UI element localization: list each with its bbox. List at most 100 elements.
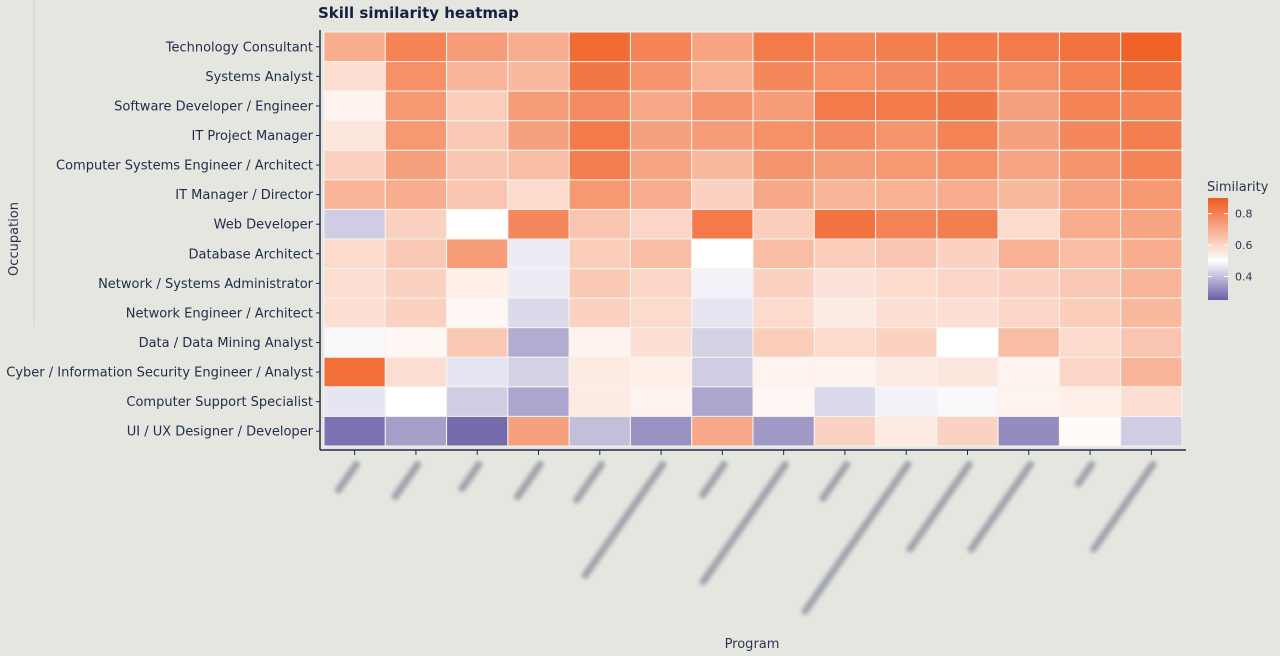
- heatmap-cell: [691, 90, 754, 122]
- heatmap-cell: [446, 415, 509, 447]
- heatmap-cell: [813, 31, 877, 63]
- heatmap-cell: [691, 120, 754, 151]
- heatmap-cell: [629, 31, 693, 63]
- heatmap-cell: [507, 268, 570, 299]
- y-tick-label: Web Developer: [214, 218, 314, 233]
- heatmap-cell: [323, 90, 386, 122]
- x-tick-label-blurred: [699, 460, 728, 499]
- heatmap-cell: [384, 238, 448, 270]
- legend-tick-label: 0.8: [1235, 208, 1253, 221]
- heatmap-cell: [875, 386, 938, 417]
- heatmap-cell: [875, 297, 938, 329]
- heatmap-cell: [691, 356, 754, 388]
- heatmap-cell: [568, 415, 631, 447]
- heatmap-cell: [691, 327, 754, 358]
- heatmap-cell: [936, 90, 999, 122]
- heatmap-cell: [936, 386, 999, 417]
- heatmap-cell: [813, 268, 877, 299]
- heatmap-cell: [629, 90, 693, 122]
- heatmap-cell: [568, 179, 631, 210]
- heatmap-cell: [997, 415, 1060, 447]
- heatmap-cell: [691, 61, 754, 92]
- heatmap-cell: [384, 208, 448, 240]
- heatmap-cell: [323, 208, 386, 240]
- heatmap-cell: [691, 268, 754, 299]
- heatmap-cell: [507, 238, 570, 270]
- heatmap-cell: [691, 208, 754, 240]
- y-tick-label: Database Architect: [189, 247, 313, 262]
- heatmap-cell: [691, 386, 754, 417]
- heatmap-cell: [384, 31, 448, 63]
- y-tick-label: Computer Support Specialist: [126, 395, 313, 410]
- heatmap-cell: [507, 208, 570, 240]
- heatmap-cell: [323, 415, 386, 447]
- heatmap-cell: [446, 327, 509, 358]
- heatmap-cell: [507, 61, 570, 92]
- y-tick-label: UI / UX Designer / Developer: [127, 425, 314, 440]
- heatmap-cell: [936, 356, 999, 388]
- heatmap-cell: [323, 149, 386, 181]
- heatmap-cell: [813, 149, 877, 181]
- heatmap-cell: [1120, 297, 1183, 329]
- heatmap-cell: [813, 90, 877, 122]
- heatmap-cell: [323, 61, 386, 92]
- legend-ticks: 0.4 0.6 0.8: [1208, 208, 1253, 283]
- y-tick-label: IT Manager / Director: [175, 188, 313, 203]
- heatmap-cell: [875, 90, 938, 122]
- heatmap-cell: [507, 149, 570, 181]
- heatmap-cell: [507, 297, 570, 329]
- heatmap-cell: [997, 149, 1060, 181]
- heatmap-cell: [936, 120, 999, 151]
- heatmap-cell: [1120, 61, 1183, 92]
- x-tick-label-blurred: [334, 460, 360, 494]
- heatmap-cell: [507, 386, 570, 417]
- heatmap-cell: [384, 415, 448, 447]
- heatmap-cell: [629, 238, 693, 270]
- x-tick-label-blurred: [458, 460, 483, 493]
- heatmap-cell: [384, 179, 448, 210]
- heatmap-cell: [691, 179, 754, 210]
- heatmap-cell: [691, 31, 754, 63]
- heatmap-cell: [752, 61, 815, 92]
- heatmap-cell: [997, 386, 1060, 417]
- y-tick-label: Systems Analyst: [205, 70, 313, 85]
- heatmap-cell: [384, 149, 448, 181]
- heatmap-cell: [813, 297, 877, 329]
- heatmap-cell: [997, 356, 1060, 388]
- y-tick-labels: Technology Consultant Systems Analyst Soft…: [6, 40, 320, 440]
- x-tick-label-blurred: [1074, 460, 1096, 488]
- heatmap-cell: [752, 415, 815, 447]
- heatmap-cell: [936, 238, 999, 270]
- heatmap-cell: [691, 149, 754, 181]
- heatmap-cell: [875, 149, 938, 181]
- heatmap-cell: [384, 90, 448, 122]
- heatmap-cell: [936, 415, 999, 447]
- x-tick-label-blurred: [967, 460, 1035, 553]
- heatmap-cell: [997, 90, 1060, 122]
- heatmap-cell: [384, 356, 448, 388]
- heatmap-cell: [446, 179, 509, 210]
- heatmap-cell: [752, 327, 815, 358]
- y-tick-label: Network Engineer / Architect: [126, 306, 313, 321]
- heatmap-cell: [1120, 268, 1183, 299]
- heatmap-cell: [629, 208, 693, 240]
- heatmap-cell: [1120, 238, 1183, 270]
- heatmap-cell: [936, 149, 999, 181]
- x-tick-labels-blurred: [334, 460, 1157, 615]
- heatmap-cell: [323, 31, 386, 63]
- heatmap-cells: [323, 31, 1183, 447]
- legend-tick-label: 0.6: [1235, 239, 1253, 252]
- heatmap-cell: [446, 297, 509, 329]
- y-tick-label: Computer Systems Engineer / Architect: [56, 159, 313, 174]
- heatmap-cell: [1058, 386, 1122, 417]
- heatmap-cell: [691, 297, 754, 329]
- heatmap-cell: [875, 268, 938, 299]
- heatmap-cell: [1058, 327, 1122, 358]
- heatmap-cell: [875, 415, 938, 447]
- heatmap-cell: [629, 327, 693, 358]
- heatmap-cell: [813, 327, 877, 358]
- y-tick-label: IT Project Manager: [191, 129, 313, 144]
- legend-title: Similarity: [1207, 180, 1269, 195]
- heatmap-cell: [507, 31, 570, 63]
- heatmap-cell: [875, 208, 938, 240]
